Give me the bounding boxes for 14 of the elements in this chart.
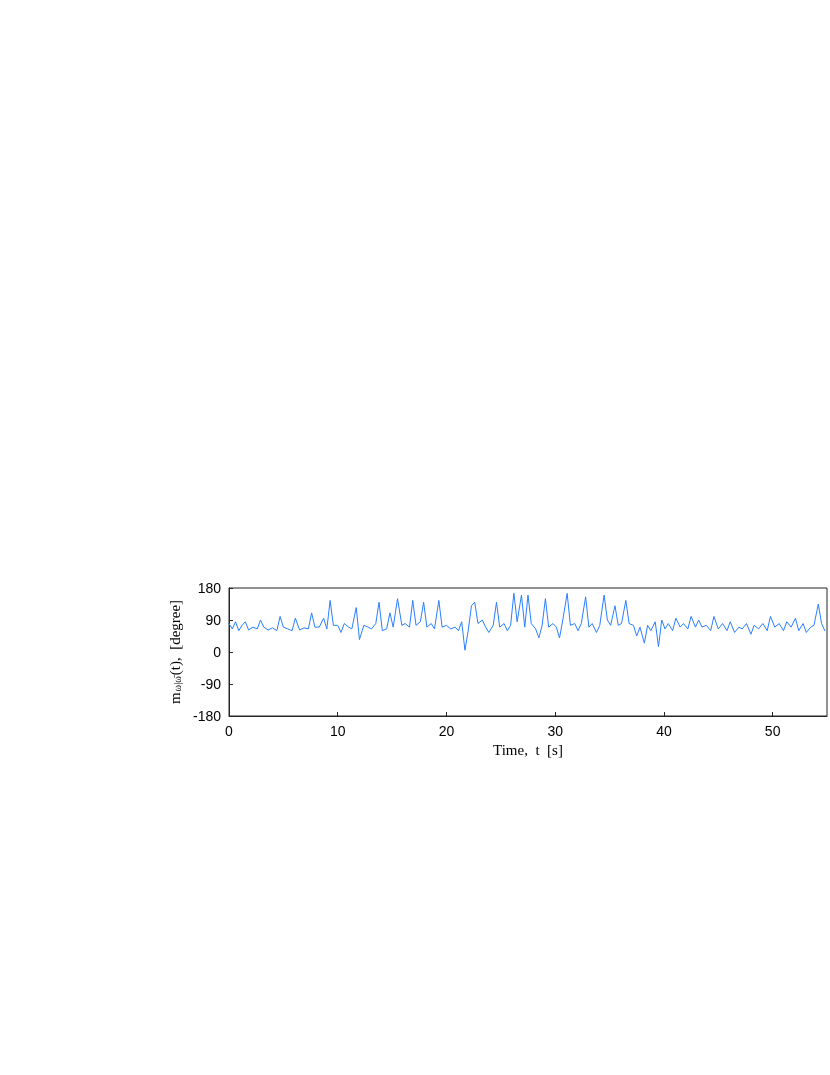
y-axis-title: mω|ω̄(t), [degree] <box>166 599 184 705</box>
x-tick-label: 40 <box>656 723 672 739</box>
x-tick-label: 50 <box>764 723 781 739</box>
x-tick-label: 30 <box>547 723 564 739</box>
y-tick-label: 180 <box>197 580 222 596</box>
x-axis-title: Time, t [s] <box>493 741 563 758</box>
x-tick-label: 0 <box>225 723 234 739</box>
y-tick-label: -90 <box>200 676 222 692</box>
y-tick-label: -180 <box>192 708 222 724</box>
x-tick-label: 20 <box>438 723 455 739</box>
x-tick-label: 10 <box>329 723 346 739</box>
y-tick-label: 90 <box>205 612 222 628</box>
y-tick-label: 0 <box>213 644 222 660</box>
line-series <box>228 592 826 651</box>
